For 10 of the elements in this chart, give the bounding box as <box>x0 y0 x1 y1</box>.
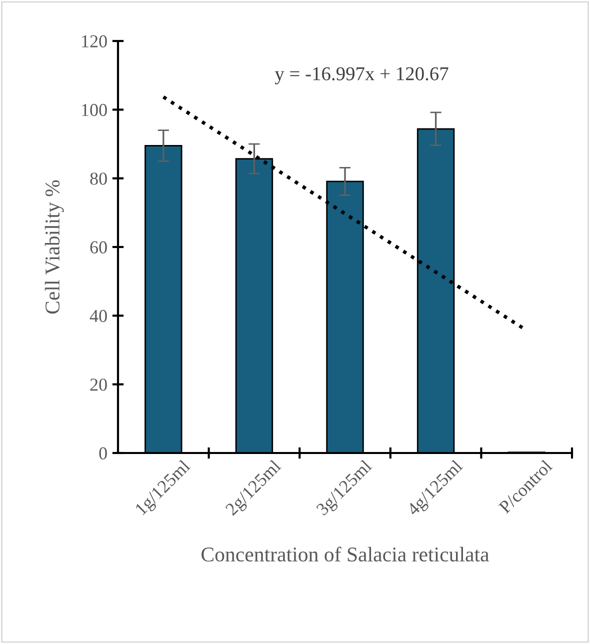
y-tick-label: 0 <box>99 447 107 460</box>
y-tick-label: 120 <box>82 35 107 48</box>
y-tick-label: 20 <box>90 378 107 391</box>
y-tick-label: 100 <box>82 104 107 116</box>
y-axis-title: Cell Viability % <box>44 180 64 314</box>
annotation: y = -16.997x + 120.67 <box>274 67 448 84</box>
y-tick-label: 60 <box>90 241 107 254</box>
y-tick-label: 80 <box>90 172 107 185</box>
y-tick-label: 40 <box>90 310 107 322</box>
x-axis-title: Concentration of Salacia reticulata <box>202 546 490 562</box>
